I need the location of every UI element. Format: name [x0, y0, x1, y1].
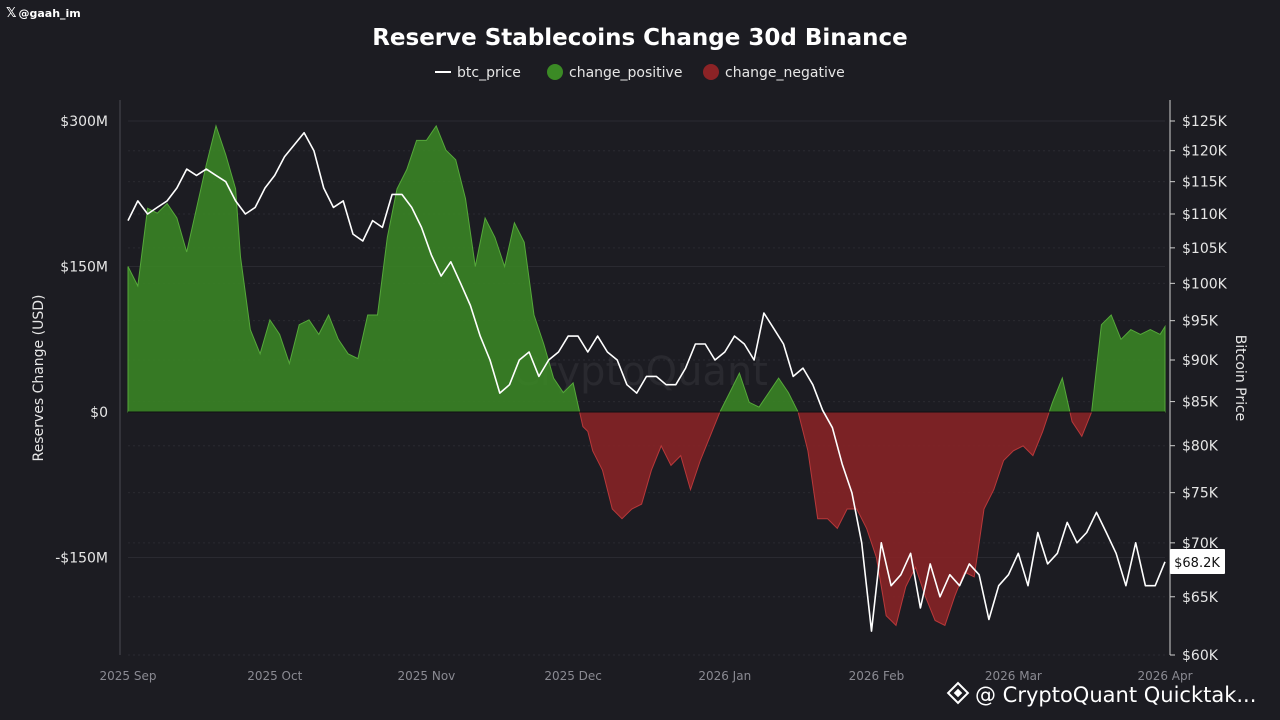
- right-tick-label: $85K: [1182, 395, 1219, 411]
- x-tick-label: 2025 Dec: [544, 669, 602, 683]
- right-tick-label: $110K: [1182, 207, 1228, 223]
- change-negative-area: [797, 411, 1050, 627]
- change-positive-area: [719, 371, 799, 413]
- legend-circle-marker: [547, 64, 563, 80]
- left-tick-label: -$150M: [55, 551, 108, 567]
- footer-brand-text: @ CryptoQuant Quicktak...: [975, 683, 1256, 707]
- btc-price-line: [127, 131, 1166, 632]
- y-axis-label-left: Reserves Change (USD): [31, 295, 47, 462]
- right-tick-label: $95K: [1182, 314, 1219, 330]
- right-tick-label: $60K: [1182, 648, 1219, 664]
- right-tick-label: $115K: [1182, 175, 1228, 191]
- legend-circle-marker: [703, 64, 719, 80]
- left-tick-label: $150M: [60, 260, 108, 276]
- y-axis-label-right: Bitcoin Price: [1232, 335, 1248, 422]
- right-tick-label: $90K: [1182, 353, 1219, 369]
- change-positive-area: [1091, 314, 1166, 413]
- right-tick-label: $80K: [1182, 439, 1219, 455]
- right-tick-label: $70K: [1182, 536, 1219, 552]
- source-handle: 𝕏 @gaah_im: [6, 6, 81, 21]
- x-tick-label: 2026 Feb: [849, 669, 905, 683]
- legend: btc_price change_positive change_negative: [435, 64, 845, 81]
- x-tick-label: 2025 Sep: [100, 669, 157, 683]
- last-price-label: $68.2K: [1174, 556, 1220, 571]
- chart-title: Reserve Stablecoins Change 30d Binance: [372, 25, 908, 51]
- right-axis-ticks: $125K $120K $115K $110K $105K $100K $95K $90K $8…: [1170, 114, 1228, 664]
- right-tick-label: $65K: [1182, 590, 1219, 606]
- legend-label: change_positive: [569, 65, 682, 81]
- btc-price-series: [127, 131, 1166, 632]
- right-tick-label: $105K: [1182, 241, 1228, 257]
- footer-brand: @ CryptoQuant Quicktak...: [946, 681, 1256, 707]
- left-tick-label: $300M: [60, 114, 108, 130]
- legend-item: btc_price: [435, 65, 521, 81]
- x-tick-label: 2026 Mar: [985, 669, 1042, 683]
- last-price-badge: $68.2K: [1170, 549, 1225, 574]
- legend-item: change_positive: [547, 64, 682, 81]
- legend-item: change_negative: [703, 64, 845, 81]
- right-tick-label: $100K: [1182, 276, 1228, 292]
- legend-label: btc_price: [457, 65, 521, 81]
- x-tick-label: 2025 Nov: [397, 669, 455, 683]
- left-axis-ticks: $300M $150M $0 -$150M: [55, 114, 108, 567]
- x-axis-ticks: 2025 Sep 2025 Oct 2025 Nov 2025 Dec 2026 Jan…: [100, 669, 1193, 683]
- x-tick-label: 2026 Apr: [1137, 669, 1192, 683]
- x-logo-icon: 𝕏: [6, 6, 17, 21]
- change-negative-area: [578, 411, 721, 520]
- right-tick-label: $120K: [1182, 144, 1228, 160]
- legend-label: change_negative: [725, 65, 845, 81]
- left-tick-label: $0: [90, 405, 108, 421]
- reserve-areas: [127, 124, 1166, 627]
- x-tick-label: 2026 Jan: [698, 669, 751, 683]
- x-tick-label: 2025 Oct: [247, 669, 302, 683]
- change-positive-area: [127, 124, 581, 413]
- source-handle-text: @gaah_im: [18, 7, 81, 20]
- right-tick-label: $125K: [1182, 114, 1228, 130]
- right-tick-label: $75K: [1182, 486, 1219, 502]
